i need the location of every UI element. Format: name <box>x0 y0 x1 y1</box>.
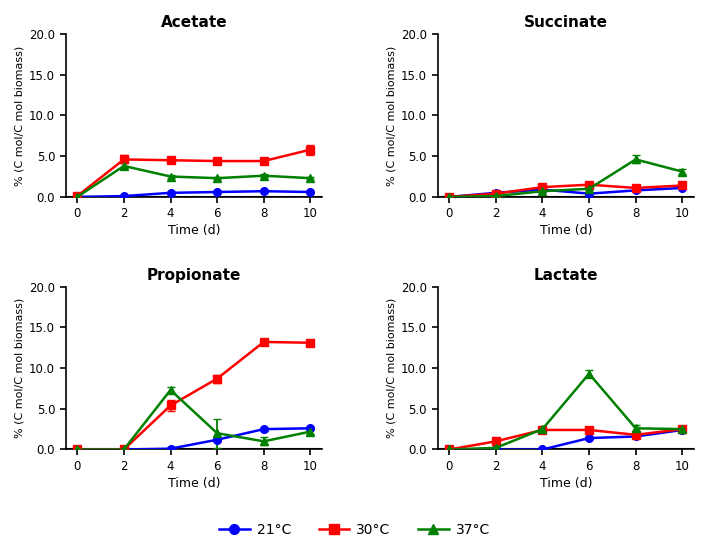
Y-axis label: % (C mol/C mol biomass): % (C mol/C mol biomass) <box>387 46 397 186</box>
Title: Acetate: Acetate <box>160 15 227 30</box>
Title: Succinate: Succinate <box>524 15 608 30</box>
X-axis label: Time (d): Time (d) <box>167 225 220 238</box>
X-axis label: Time (d): Time (d) <box>167 477 220 490</box>
Title: Lactate: Lactate <box>533 267 598 283</box>
Y-axis label: % (C mol/C mol biomass): % (C mol/C mol biomass) <box>387 298 397 438</box>
X-axis label: Time (d): Time (d) <box>540 477 592 490</box>
Legend: 21°C, 30°C, 37°C: 21°C, 30°C, 37°C <box>213 517 496 542</box>
Y-axis label: % (C mol/C mol biomass): % (C mol/C mol biomass) <box>15 46 25 186</box>
Y-axis label: % (C mol/C mol biomass): % (C mol/C mol biomass) <box>15 298 25 438</box>
Title: Propionate: Propionate <box>147 267 241 283</box>
X-axis label: Time (d): Time (d) <box>540 225 592 238</box>
